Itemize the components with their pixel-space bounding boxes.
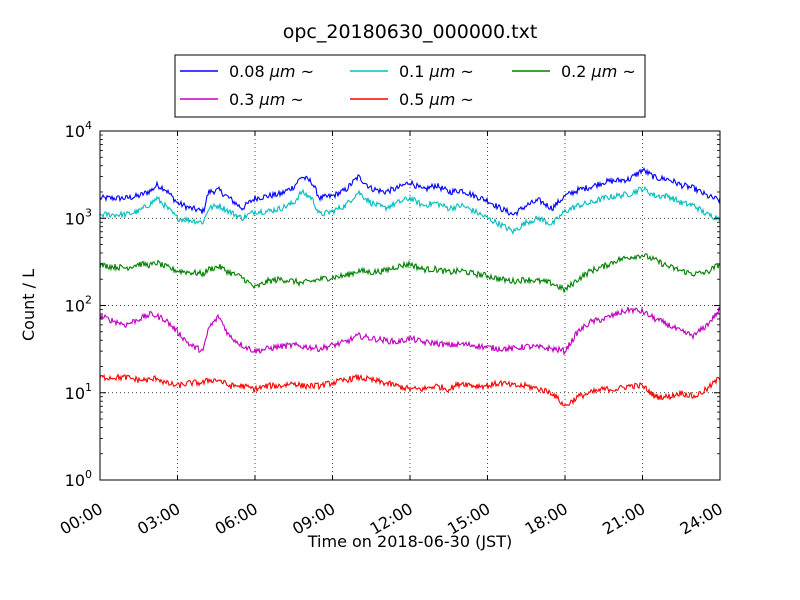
legend: 0.08 μm ~ 0.1 μm ~ 0.2 μm ~ 0.3 μm ~ 0.5 μm … (174, 54, 646, 118)
x-tick-label: 00:00 (57, 499, 106, 539)
legend-box (174, 54, 646, 118)
x-axis-label: Time on 2018-06-30 (JST) (307, 532, 512, 551)
y-tick-label: 101 (65, 381, 92, 403)
x-tick-label: 21:00 (599, 499, 648, 539)
legend-entry: 0.5 μm ~ (399, 90, 474, 109)
series-line (99, 166, 721, 217)
y-tick-label: 102 (65, 294, 92, 316)
y-tick-label: 104 (65, 119, 92, 141)
x-tick-label: 03:00 (134, 499, 183, 539)
x-tick-label: 24:00 (677, 499, 726, 539)
series-layer (99, 166, 721, 407)
legend-entry: 0.08 μm ~ (229, 62, 314, 81)
series-line (99, 373, 721, 407)
legend-entry: 0.3 μm ~ (229, 90, 304, 109)
y-tick-labels: 100 101 102 103 104 (65, 119, 92, 490)
series-line (99, 306, 721, 356)
x-tick-label: 06:00 (212, 499, 261, 539)
ticks (99, 130, 721, 481)
legend-entry: 0.2 μm ~ (561, 62, 636, 81)
series-line (99, 253, 721, 294)
x-tick-label: 18:00 (522, 499, 571, 539)
series-line (99, 185, 721, 236)
legend-entry: 0.1 μm ~ (399, 62, 474, 81)
grid (100, 131, 720, 480)
y-tick-label: 100 (65, 468, 92, 490)
y-axis-label: Count / L (19, 269, 38, 341)
y-tick-label: 103 (65, 206, 92, 228)
chart-title: opc_20180630_000000.txt (283, 21, 538, 43)
